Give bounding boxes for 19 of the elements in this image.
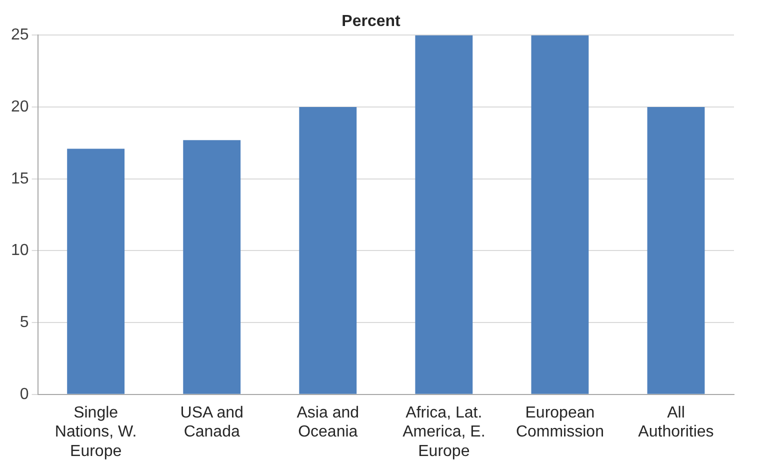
bar (183, 140, 241, 394)
y-tick-label: 10 (11, 242, 29, 260)
bar (67, 148, 125, 394)
x-tick-label: Single Nations, W. Europe (54, 404, 137, 460)
y-tick-label: 5 (20, 314, 29, 331)
bar (647, 107, 705, 394)
x-tick-label: USA and Canada (180, 404, 244, 441)
y-tick-label: 15 (11, 170, 29, 188)
bar (531, 35, 589, 394)
x-tick-label: Asia and Oceania (296, 404, 360, 441)
y-tick-label: 0 (20, 386, 29, 403)
bar (415, 35, 473, 394)
bar (299, 107, 357, 394)
y-tick-label: 25 (11, 26, 29, 44)
y-tick-label: 20 (11, 98, 29, 116)
x-tick-label: All Authorities (638, 404, 714, 441)
chart-title: Percent (342, 13, 402, 30)
x-tick-label: Africa, Lat. America, E. Europe (402, 404, 486, 460)
x-tick-label: European Commission (516, 404, 604, 441)
